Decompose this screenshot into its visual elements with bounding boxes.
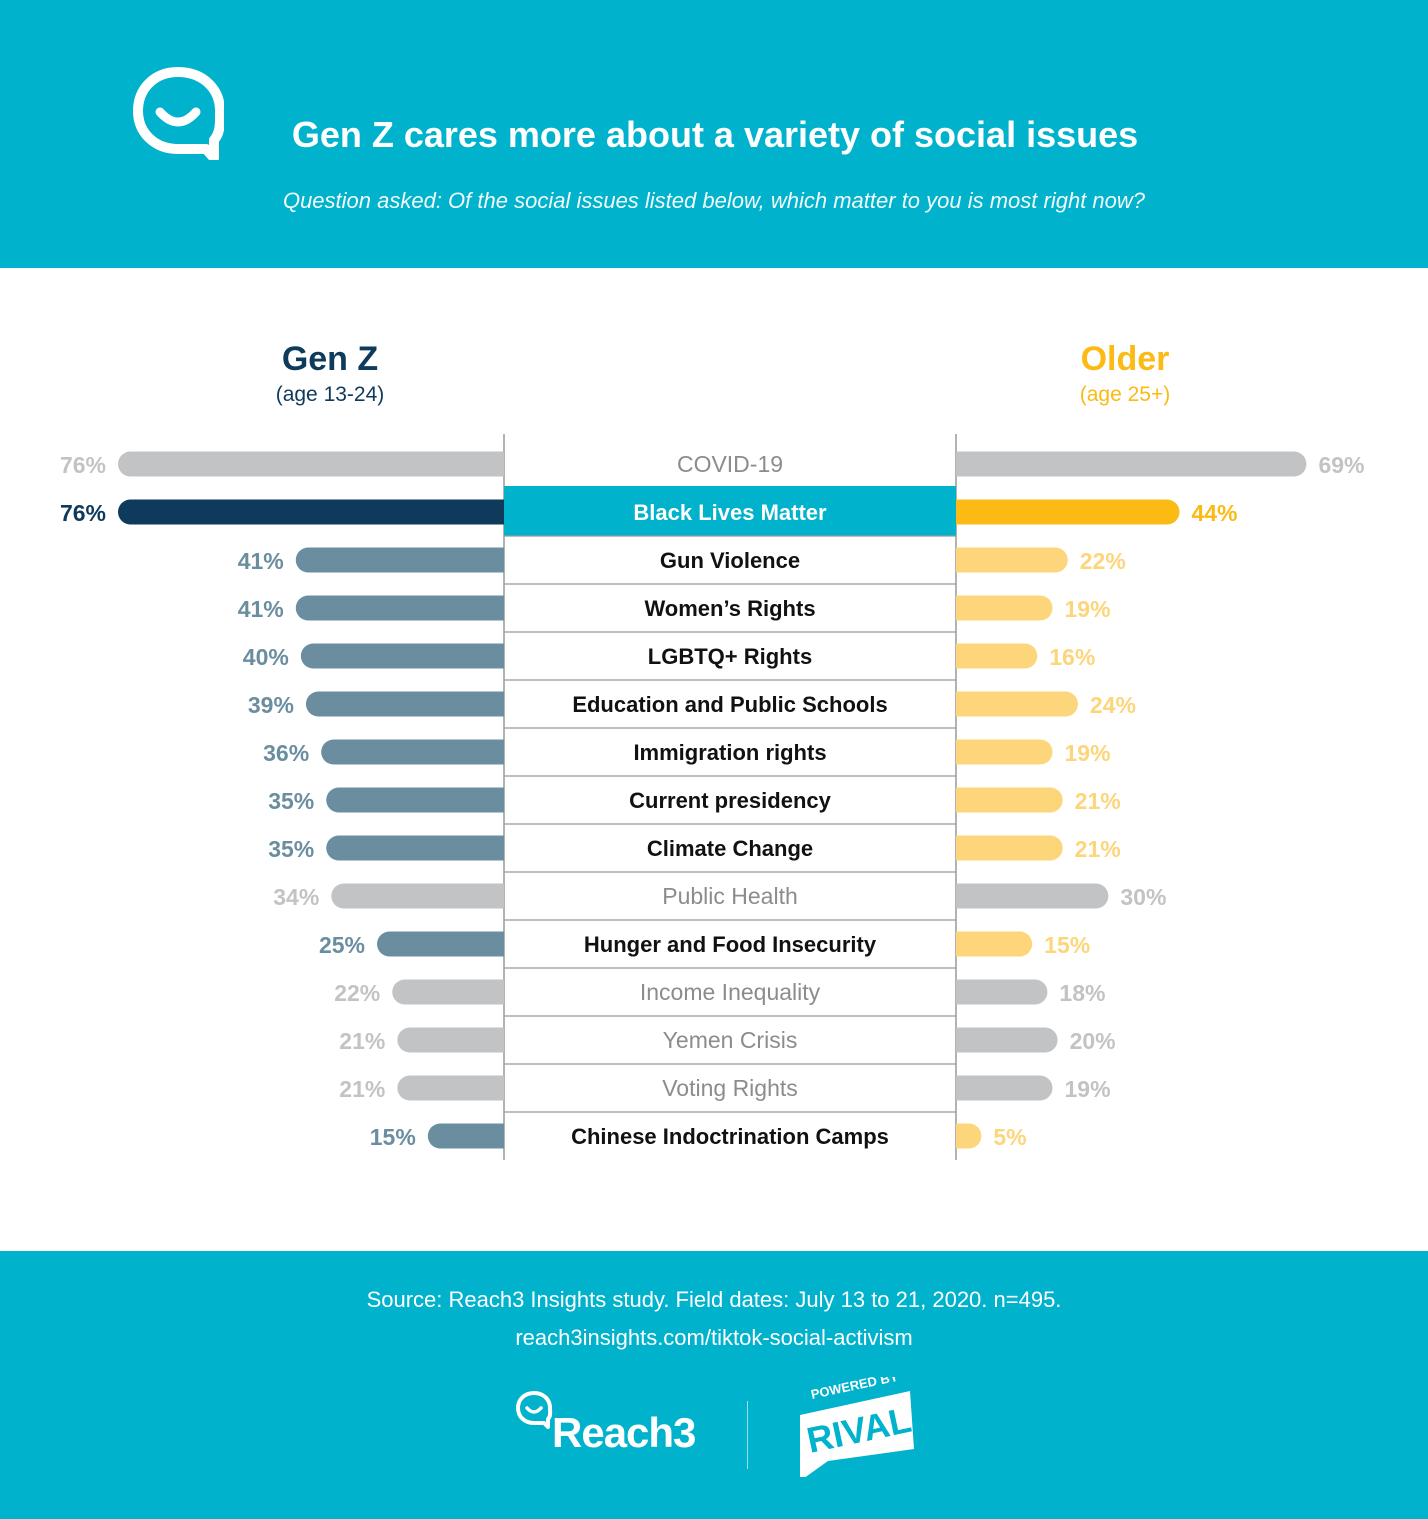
older-value-label: 24% — [1090, 692, 1136, 718]
older-bar — [956, 931, 1033, 957]
older-value-label: 19% — [1065, 596, 1111, 622]
source-url: reach3insights.com/tiktok-social-activis… — [515, 1325, 913, 1350]
older-value-label: 19% — [1065, 740, 1111, 766]
genz-value-label: 76% — [60, 500, 106, 526]
category-label: Women’s Rights — [644, 596, 815, 621]
older-group-age: (age 25+) — [1079, 383, 1171, 406]
chat-smile-icon — [133, 67, 224, 160]
genz-group-heading: Gen Z (age 13-24) — [200, 340, 460, 407]
older-value-label: 19% — [1065, 1076, 1111, 1102]
genz-bar — [326, 835, 504, 861]
reach3-wordmark: Reach3 — [552, 1409, 696, 1456]
category-label: Black Lives Matter — [633, 500, 827, 525]
genz-bar — [305, 691, 504, 717]
genz-bar — [300, 643, 504, 669]
category-label: Gun Violence — [660, 548, 800, 573]
genz-bar — [326, 787, 504, 813]
genz-value-label: 35% — [268, 788, 314, 814]
reach3-logo-icon — [516, 1391, 553, 1429]
category-label: Income Inequality — [640, 979, 821, 1005]
genz-bar — [331, 883, 504, 909]
older-value-label: 30% — [1120, 884, 1166, 910]
category-label: LGBTQ+ Rights — [648, 644, 812, 669]
older-group-heading: Older (age 25+) — [1000, 340, 1250, 407]
category-label: Yemen Crisis — [663, 1027, 798, 1053]
genz-bar — [392, 979, 504, 1005]
page-subtitle: Question asked: Of the social issues lis… — [282, 188, 1146, 213]
highlight-label-bg — [504, 486, 956, 536]
category-label: COVID-19 — [677, 451, 783, 477]
genz-value-label: 40% — [243, 644, 289, 670]
genz-group-age: (age 13-24) — [275, 383, 385, 406]
category-label: Immigration rights — [633, 740, 826, 765]
reach3-brand: Reach3 — [514, 1389, 714, 1459]
older-group-name: Older — [1080, 340, 1170, 378]
older-value-label: 44% — [1191, 500, 1237, 526]
genz-value-label: 25% — [319, 932, 365, 958]
older-bar — [956, 1123, 982, 1149]
header-banner: Gen Z cares more about a variety of soci… — [0, 0, 1428, 268]
older-bar — [956, 547, 1068, 573]
genz-bar — [117, 451, 504, 477]
genz-bar — [117, 499, 504, 525]
genz-value-label: 15% — [370, 1124, 416, 1150]
older-bar — [956, 643, 1038, 669]
genz-value-label: 41% — [238, 548, 284, 574]
older-value-label: 21% — [1075, 836, 1121, 862]
source-note: Source: Reach3 Insights study. Field dat… — [366, 1287, 1062, 1312]
page-title: Gen Z cares more about a variety of soci… — [291, 114, 1139, 155]
genz-value-label: 76% — [60, 452, 106, 478]
genz-group-name: Gen Z — [281, 340, 379, 378]
older-value-label: 69% — [1318, 452, 1364, 478]
older-bar — [956, 499, 1180, 525]
older-bar — [956, 595, 1053, 621]
older-value-label: 5% — [993, 1124, 1026, 1150]
footer-divider — [747, 1401, 748, 1469]
older-value-label: 22% — [1080, 548, 1126, 574]
older-value-label: 21% — [1075, 788, 1121, 814]
genz-value-label: 39% — [248, 692, 294, 718]
older-bar — [956, 979, 1048, 1005]
genz-bar — [295, 547, 504, 573]
genz-bar — [377, 931, 504, 957]
older-bar — [956, 739, 1053, 765]
older-bar — [956, 787, 1063, 813]
category-label: Education and Public Schools — [572, 692, 887, 717]
footer-banner: Source: Reach3 Insights study. Field dat… — [0, 1251, 1428, 1519]
genz-value-label: 35% — [268, 836, 314, 862]
older-value-label: 20% — [1070, 1028, 1116, 1054]
older-bar — [956, 1027, 1058, 1053]
genz-value-label: 36% — [263, 740, 309, 766]
genz-value-label: 21% — [339, 1028, 385, 1054]
genz-bar — [397, 1027, 504, 1053]
genz-value-label: 22% — [334, 980, 380, 1006]
older-bar — [956, 1075, 1053, 1101]
category-label: Public Health — [662, 883, 798, 909]
genz-bar — [321, 739, 504, 765]
older-value-label: 15% — [1044, 932, 1090, 958]
category-label: Voting Rights — [662, 1075, 798, 1101]
older-bar — [956, 883, 1109, 909]
rival-badge-icon: POWERED BY RIVAL — [800, 1377, 915, 1477]
category-label: Climate Change — [647, 836, 813, 861]
category-label: Chinese Indoctrination Camps — [571, 1124, 889, 1149]
older-value-label: 18% — [1059, 980, 1105, 1006]
category-label: Hunger and Food Insecurity — [584, 932, 877, 957]
older-value-label: 16% — [1049, 644, 1095, 670]
genz-value-label: 41% — [238, 596, 284, 622]
genz-bar — [427, 1123, 504, 1149]
older-bar — [956, 835, 1063, 861]
category-label: Current presidency — [629, 788, 831, 813]
genz-value-label: 34% — [273, 884, 319, 910]
genz-bar — [397, 1075, 504, 1101]
genz-bar — [295, 595, 504, 621]
older-bar — [956, 691, 1078, 717]
genz-value-label: 21% — [339, 1076, 385, 1102]
older-bar — [956, 451, 1307, 477]
